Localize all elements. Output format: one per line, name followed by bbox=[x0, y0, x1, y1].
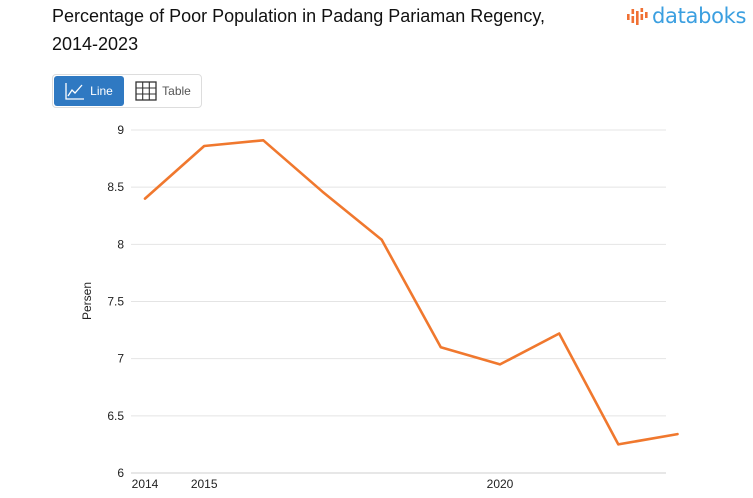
table-grid-icon bbox=[135, 81, 157, 101]
line-chart-icon bbox=[65, 83, 85, 100]
line-view-button[interactable]: Line bbox=[54, 76, 125, 106]
table-view-label: Table bbox=[162, 84, 191, 98]
y-tick-label: 8 bbox=[117, 237, 124, 251]
chart-title-line-1: Percentage of Poor Population in Padang … bbox=[52, 6, 545, 26]
databoks-logo-text: databoks bbox=[652, 4, 747, 28]
y-tick-labels: 6 6.5 7 7.5 8 8.5 9 bbox=[107, 123, 124, 480]
view-toggle: Line Table bbox=[52, 74, 202, 108]
data-point[interactable] bbox=[376, 234, 388, 246]
data-point[interactable] bbox=[317, 186, 329, 198]
databoks-logo-icon bbox=[627, 8, 648, 25]
data-point[interactable] bbox=[672, 428, 684, 440]
x-tick-label: 2020 bbox=[487, 477, 514, 491]
chart-title-line-2: 2014-2023 bbox=[52, 34, 139, 54]
data-point[interactable] bbox=[494, 358, 506, 370]
data-point[interactable] bbox=[139, 193, 151, 205]
chart-title: Percentage of Poor Population in Padang … bbox=[52, 2, 612, 58]
series-layer bbox=[139, 134, 684, 450]
x-tick-label: 2015 bbox=[191, 477, 218, 491]
data-point[interactable] bbox=[612, 438, 624, 450]
y-tick-label: 7.5 bbox=[107, 295, 124, 309]
data-point[interactable] bbox=[257, 134, 269, 146]
data-point[interactable] bbox=[553, 328, 565, 340]
table-view-button[interactable]: Table bbox=[125, 75, 201, 107]
series-line bbox=[143, 139, 679, 446]
y-axis-label: Persen bbox=[80, 282, 94, 320]
line-view-label: Line bbox=[90, 84, 113, 98]
y-tick-label: 6 bbox=[117, 466, 124, 480]
x-tick-labels: 2014 2015 2020 bbox=[132, 477, 514, 491]
y-tick-label: 6.5 bbox=[107, 409, 124, 423]
x-tick-label: 2014 bbox=[132, 477, 159, 491]
y-tick-label: 7 bbox=[117, 352, 124, 366]
y-tick-label: 9 bbox=[117, 123, 124, 137]
data-point[interactable] bbox=[198, 140, 210, 152]
data-point[interactable] bbox=[435, 341, 447, 353]
databoks-logo[interactable]: databoks bbox=[626, 4, 746, 28]
y-gridlines bbox=[131, 129, 666, 474]
y-tick-label: 8.5 bbox=[107, 180, 124, 194]
